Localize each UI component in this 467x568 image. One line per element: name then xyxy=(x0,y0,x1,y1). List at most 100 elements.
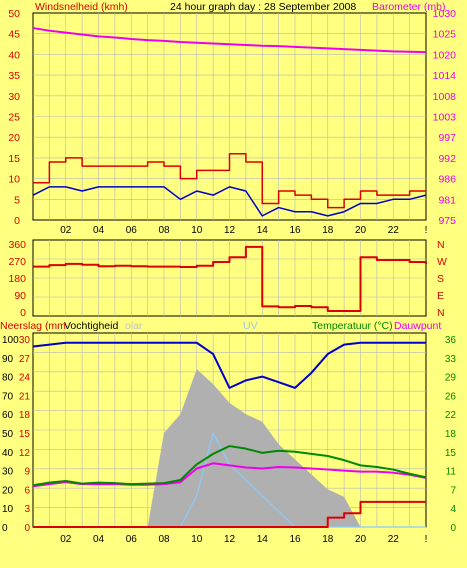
x-tick-label: 14 xyxy=(257,534,269,545)
wind-tick-label: 35 xyxy=(8,70,20,82)
x-tick-label: 20 xyxy=(355,534,367,545)
barometer-tick-label: 1020 xyxy=(433,49,457,61)
rain-tick-label: 0 xyxy=(24,523,30,534)
dewpoint-axis-title: Dauwpunt xyxy=(394,320,441,332)
humidity-line xyxy=(32,341,426,389)
x-tick-label: 02 xyxy=(60,534,72,545)
wind-speed-line xyxy=(32,186,427,217)
data-series xyxy=(32,27,427,528)
temperature-tick-label: 18 xyxy=(445,429,457,440)
temperature-axis-title: Temperatuur (°C) xyxy=(312,320,393,332)
wind-tick-label: 50 xyxy=(8,8,20,20)
temperature-tick-label: 26 xyxy=(445,391,457,402)
compass-letter: N xyxy=(437,307,445,319)
wind-tick-label: 5 xyxy=(14,194,20,206)
rain-tick-label: 24 xyxy=(19,373,31,384)
x-tick-label: 06 xyxy=(126,534,138,545)
barometer-tick-label: 1014 xyxy=(433,70,457,82)
rain-tick-label: 9 xyxy=(24,467,30,478)
temperature-tick-label: 29 xyxy=(445,373,457,384)
rain-tick-label: 18 xyxy=(19,410,31,421)
wind-tick-label: 40 xyxy=(8,49,20,61)
rain-tick-label: 12 xyxy=(19,448,31,459)
x-tick-label: 04 xyxy=(93,534,105,545)
x-tick-label: 06 xyxy=(126,225,138,236)
rain-tick-label: 30 xyxy=(19,335,31,346)
wind-gust-line xyxy=(33,153,426,209)
wind-direction-line xyxy=(33,245,427,313)
rain-tick-label: 21 xyxy=(19,391,31,402)
humidity-tick-label: 10 xyxy=(2,504,14,515)
temperature-tick-label: 22 xyxy=(445,410,457,421)
x-tick-label: 16 xyxy=(289,534,301,545)
barometer-tick-label: 1025 xyxy=(433,29,457,41)
x-tick-label: ! xyxy=(425,225,428,236)
compass-letter: E xyxy=(437,290,444,302)
wind-tick-label: 25 xyxy=(8,112,20,124)
x-tick-label: 12 xyxy=(224,225,236,236)
temperature-tick-label: 0 xyxy=(450,523,456,534)
rain-axis-title: Neerslag (mm xyxy=(0,320,66,332)
x-tick-label: 10 xyxy=(191,225,203,236)
wind-tick-label: 15 xyxy=(8,153,20,165)
compass-letter: S xyxy=(437,273,444,285)
x-tick-label: ! xyxy=(425,534,428,545)
x-tick-label: 20 xyxy=(355,225,367,236)
solar-area xyxy=(33,369,426,527)
wind-tick-label: 30 xyxy=(8,91,20,103)
humidity-tick-label: 0 xyxy=(2,523,8,534)
direction-tick-label: 180 xyxy=(8,273,26,285)
wind-tick-label: 10 xyxy=(8,174,20,186)
x-tick-label: 18 xyxy=(322,225,334,236)
direction-tick-label: 0 xyxy=(20,307,26,319)
temperature-tick-label: 4 xyxy=(450,504,456,515)
temperature-tick-label: 11 xyxy=(446,467,457,478)
compass-letter: N xyxy=(437,239,445,251)
x-tick-label: 14 xyxy=(257,225,269,236)
temperature-tick-label: 7 xyxy=(450,485,456,496)
wind-axis-title: Windsnelheid (kmh) xyxy=(35,1,128,13)
temperature-tick-label: 15 xyxy=(445,448,457,459)
compass-letter: W xyxy=(437,256,447,268)
rain-tick-label: 27 xyxy=(19,354,31,365)
humidity-tick-label: 80 xyxy=(2,373,14,384)
humidity-tick-label: 30 xyxy=(2,467,14,478)
x-tick-label: 02 xyxy=(60,225,72,236)
barometer-tick-label: 986 xyxy=(438,174,456,186)
solar-axis-title: olar xyxy=(125,320,143,332)
wind-tick-label: 45 xyxy=(8,29,20,41)
barometer-tick-label: 997 xyxy=(438,132,456,144)
x-tick-label: 10 xyxy=(191,534,203,545)
axis-labels: 5045403530252015105010301025102010141008… xyxy=(2,8,456,545)
x-tick-label: 22 xyxy=(388,534,400,545)
barometer-tick-label: 1030 xyxy=(433,8,457,20)
chart-title: 24 hour graph day : 28 September 2008 xyxy=(170,1,356,13)
temperature-tick-label: 36 xyxy=(445,335,457,346)
barometer-tick-label: 1008 xyxy=(433,91,457,103)
x-tick-label: 16 xyxy=(289,225,301,236)
direction-tick-label: 270 xyxy=(8,256,26,268)
uv-axis-title: UV xyxy=(243,320,258,332)
barometer-tick-label: 1003 xyxy=(433,112,457,124)
barometer-line xyxy=(32,27,427,54)
temperature-line xyxy=(32,445,427,487)
x-tick-label: 18 xyxy=(322,534,334,545)
humidity-tick-label: 60 xyxy=(2,410,14,421)
dewpoint-line xyxy=(32,462,427,488)
temperature-tick-label: 33 xyxy=(445,354,457,365)
humidity-tick-label: 70 xyxy=(2,391,14,402)
humidity-tick-label: 20 xyxy=(2,485,14,496)
rain-tick-label: 6 xyxy=(24,485,30,496)
x-tick-label: 22 xyxy=(388,225,400,236)
direction-tick-label: 360 xyxy=(8,239,26,251)
barometer-axis-title: Barometer (mb) xyxy=(372,1,446,13)
barometer-tick-label: 992 xyxy=(438,153,456,165)
x-tick-label: 12 xyxy=(224,534,236,545)
x-tick-label: 08 xyxy=(158,225,170,236)
wind-tick-label: 20 xyxy=(8,132,20,144)
x-tick-label: 04 xyxy=(93,225,105,236)
rain-line xyxy=(33,500,426,528)
rain-tick-label: 3 xyxy=(24,504,30,515)
